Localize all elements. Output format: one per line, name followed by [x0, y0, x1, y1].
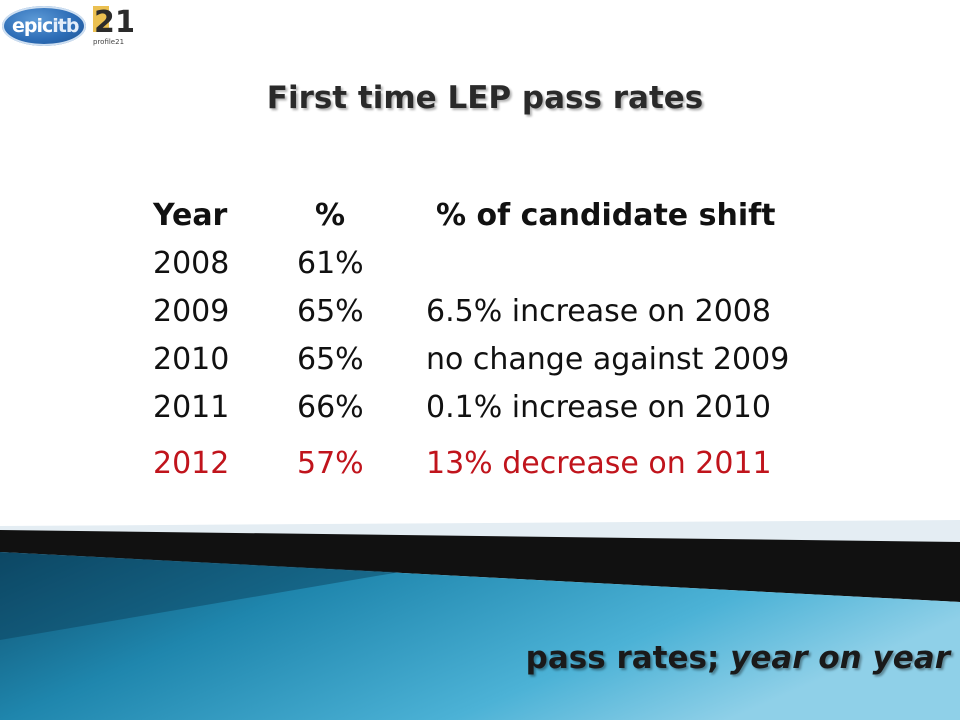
table-row: 2010 65% no change against 2009: [0, 342, 960, 388]
profile21-logo: 21: [93, 5, 133, 40]
table-row-highlighted: 2012 57% 13% decrease on 2011: [0, 446, 960, 492]
epic-logo-word: epic: [12, 15, 53, 37]
row-percent: 65%: [297, 342, 364, 377]
table-row: 2008 61%: [0, 246, 960, 292]
table-row: 2009 65% 6.5% increase on 2008: [0, 294, 960, 340]
row-shift: 13% decrease on 2011: [426, 446, 772, 481]
itb-logo-word: itb: [52, 15, 79, 37]
row-percent: 65%: [297, 294, 364, 329]
header-shift: % of candidate shift: [436, 198, 776, 233]
epic-itb-logo-text: epicitb: [12, 15, 79, 37]
footer-caption-normal: pass rates;: [525, 640, 731, 676]
profile21-logo-subtext: profile21: [93, 38, 125, 46]
footer-caption: pass rates; year on year: [526, 640, 950, 676]
slide-title: First time LEP pass rates: [266, 80, 704, 116]
header-year: Year: [153, 198, 228, 233]
row-year: 2009: [153, 294, 230, 329]
row-year: 2011: [153, 390, 230, 425]
row-shift: no change against 2009: [426, 342, 790, 377]
row-year: 2008: [153, 246, 230, 281]
row-shift: 6.5% increase on 2008: [426, 294, 771, 329]
row-year: 2012: [153, 446, 230, 481]
row-percent: 57%: [297, 446, 364, 481]
table-header-row: Year % % of candidate shift: [0, 198, 960, 244]
row-year: 2010: [153, 342, 230, 377]
epic-itb-logo: epicitb: [2, 6, 86, 46]
row-shift: 0.1% increase on 2010: [426, 390, 771, 425]
row-percent: 61%: [297, 246, 364, 281]
header-percent: %: [315, 198, 346, 233]
footer-caption-italic: year on year: [730, 640, 950, 676]
profile21-logo-number: 21: [94, 5, 133, 40]
row-percent: 66%: [297, 390, 364, 425]
decorative-swoosh-band: [0, 520, 960, 720]
table-row: 2011 66% 0.1% increase on 2010: [0, 390, 960, 436]
